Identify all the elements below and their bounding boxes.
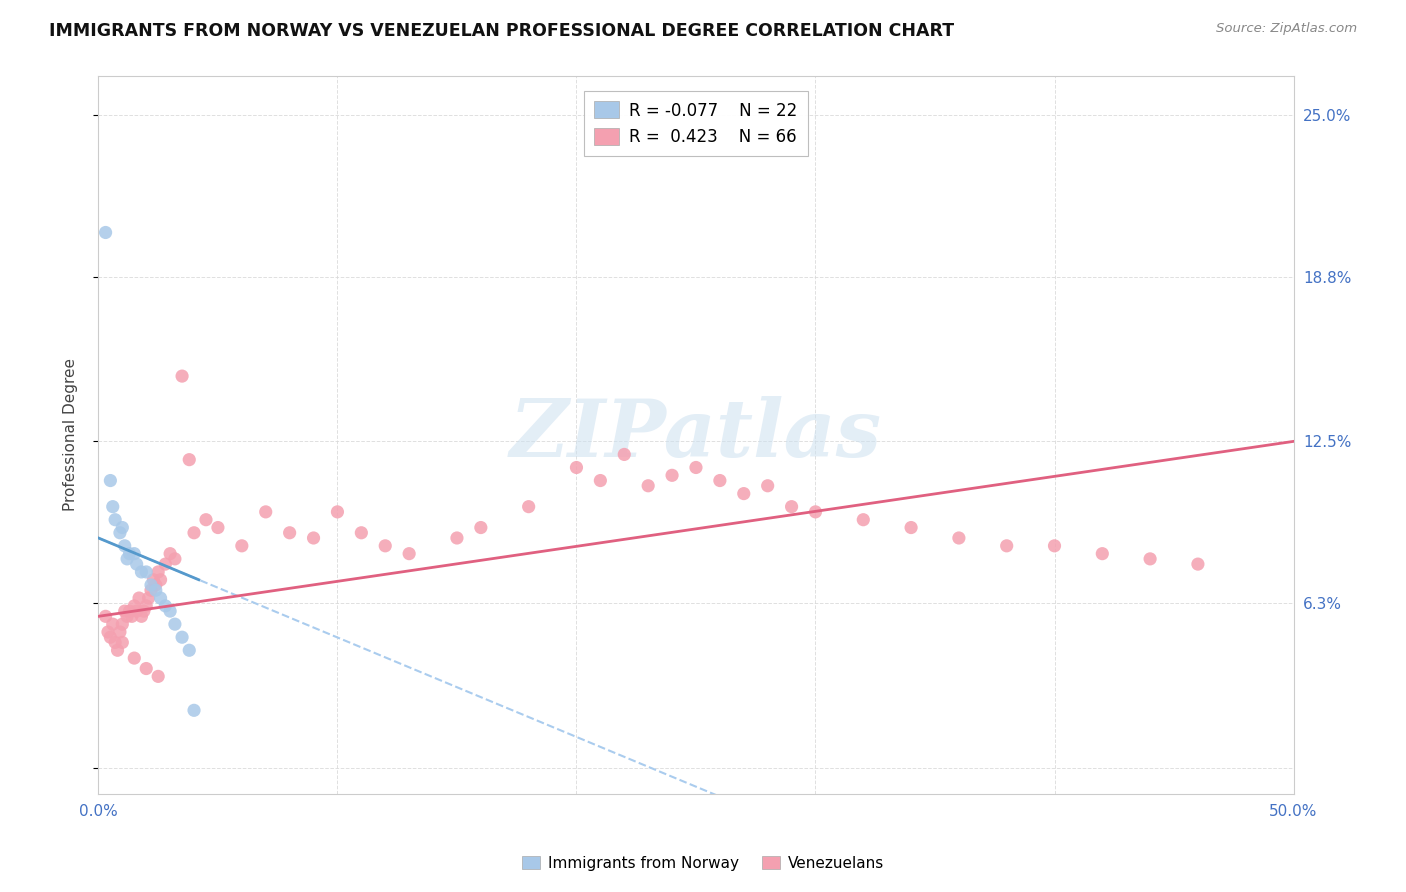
- Point: [135, 599, 157, 613]
- Point: [326, 505, 349, 519]
- Point: [135, 661, 157, 675]
- Point: [115, 552, 138, 566]
- Point: [114, 539, 136, 553]
- Point: [613, 447, 636, 461]
- Point: [145, 578, 167, 592]
- Point: [115, 609, 138, 624]
- Point: [163, 617, 186, 632]
- Point: [1043, 539, 1066, 553]
- Point: [128, 591, 150, 605]
- Point: [97, 625, 120, 640]
- Point: [565, 460, 588, 475]
- Text: IMMIGRANTS FROM NORWAY VS VENEZUELAN PROFESSIONAL DEGREE CORRELATION CHART: IMMIGRANTS FROM NORWAY VS VENEZUELAN PRO…: [49, 22, 955, 40]
- Point: [101, 500, 124, 514]
- Point: [107, 643, 129, 657]
- Point: [254, 505, 277, 519]
- Point: [446, 531, 468, 545]
- Point: [104, 513, 127, 527]
- Point: [124, 651, 146, 665]
- Point: [94, 609, 117, 624]
- Point: [124, 547, 146, 561]
- Point: [179, 643, 201, 657]
- Point: [155, 599, 177, 613]
- Point: [111, 617, 134, 632]
- Point: [709, 474, 731, 488]
- Point: [374, 539, 396, 553]
- Point: [149, 591, 172, 605]
- Point: [139, 583, 162, 598]
- Point: [995, 539, 1018, 553]
- Point: [124, 599, 146, 613]
- Point: [159, 604, 181, 618]
- Point: [138, 591, 160, 605]
- Point: [183, 525, 205, 540]
- Point: [172, 630, 194, 644]
- Point: [470, 520, 492, 534]
- Point: [121, 609, 143, 624]
- Point: [302, 531, 325, 545]
- Point: [104, 635, 127, 649]
- Point: [114, 604, 136, 618]
- Point: [231, 539, 253, 553]
- Point: [118, 604, 141, 618]
- Point: [155, 557, 177, 571]
- Point: [98, 630, 122, 644]
- Point: [756, 479, 779, 493]
- Point: [195, 513, 218, 527]
- Point: [94, 226, 117, 240]
- Text: ZIPatlas: ZIPatlas: [510, 396, 882, 474]
- Point: [132, 604, 155, 618]
- Legend: R = -0.077    N = 22, R =  0.423    N = 66: R = -0.077 N = 22, R = 0.423 N = 66: [585, 91, 807, 156]
- Y-axis label: Professional Degree: Professional Degree: [63, 359, 77, 511]
- Point: [142, 573, 165, 587]
- Point: [111, 520, 134, 534]
- Point: [517, 500, 540, 514]
- Point: [149, 573, 172, 587]
- Point: [148, 565, 170, 579]
- Text: Source: ZipAtlas.com: Source: ZipAtlas.com: [1216, 22, 1357, 36]
- Point: [804, 505, 827, 519]
- Point: [101, 617, 124, 632]
- Point: [179, 452, 201, 467]
- Point: [685, 460, 707, 475]
- Legend: Immigrants from Norway, Venezuelans: Immigrants from Norway, Venezuelans: [517, 851, 889, 875]
- Point: [139, 578, 162, 592]
- Point: [148, 669, 170, 683]
- Point: [637, 479, 659, 493]
- Point: [661, 468, 683, 483]
- Point: [398, 547, 420, 561]
- Point: [172, 369, 194, 384]
- Point: [131, 565, 153, 579]
- Point: [118, 547, 141, 561]
- Point: [948, 531, 970, 545]
- Point: [900, 520, 922, 534]
- Point: [350, 525, 373, 540]
- Point: [852, 513, 875, 527]
- Point: [159, 547, 181, 561]
- Point: [163, 552, 186, 566]
- Point: [135, 565, 157, 579]
- Point: [145, 583, 167, 598]
- Point: [125, 557, 148, 571]
- Point: [125, 604, 148, 618]
- Point: [1091, 547, 1114, 561]
- Point: [207, 520, 229, 534]
- Point: [1187, 557, 1209, 571]
- Point: [589, 474, 612, 488]
- Point: [733, 486, 755, 500]
- Point: [98, 474, 122, 488]
- Point: [111, 635, 134, 649]
- Point: [183, 703, 205, 717]
- Point: [131, 609, 153, 624]
- Point: [108, 625, 131, 640]
- Point: [278, 525, 301, 540]
- Point: [1139, 552, 1161, 566]
- Point: [108, 525, 131, 540]
- Point: [780, 500, 803, 514]
